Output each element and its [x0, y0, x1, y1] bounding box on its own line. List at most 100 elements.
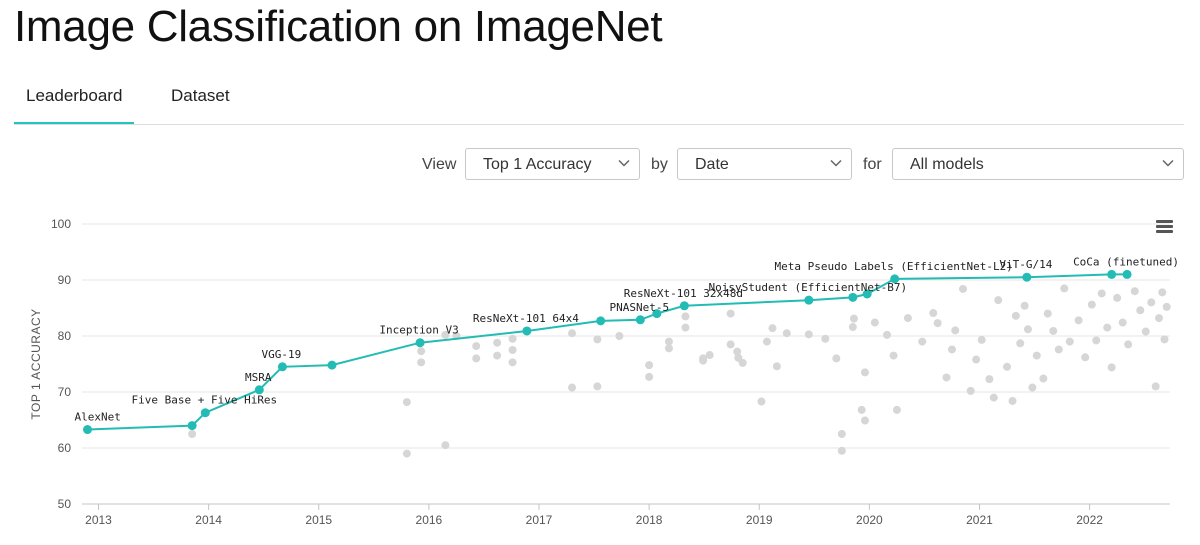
other-model-point[interactable]: [757, 397, 766, 406]
other-model-point[interactable]: [1151, 382, 1160, 391]
tab-leaderboard[interactable]: Leaderboard: [26, 86, 123, 105]
other-model-point[interactable]: [972, 355, 981, 364]
other-model-point[interactable]: [1147, 298, 1156, 307]
sota-point[interactable]: [277, 362, 287, 372]
sota-point[interactable]: [187, 421, 197, 431]
other-model-point[interactable]: [837, 430, 846, 438]
sota-point[interactable]: [652, 309, 662, 319]
other-model-point[interactable]: [870, 318, 879, 327]
other-model-point[interactable]: [1074, 316, 1083, 325]
sota-point[interactable]: [679, 301, 689, 311]
other-model-point[interactable]: [1054, 345, 1063, 354]
other-model-point[interactable]: [821, 334, 830, 343]
other-model-point[interactable]: [664, 337, 673, 346]
other-model-point[interactable]: [1039, 374, 1048, 383]
other-model-point[interactable]: [1124, 340, 1133, 349]
other-model-point[interactable]: [762, 337, 771, 346]
other-model-point[interactable]: [1130, 287, 1139, 296]
other-model-point[interactable]: [699, 356, 708, 365]
other-model-point[interactable]: [1162, 302, 1171, 311]
other-model-point[interactable]: [593, 335, 602, 344]
sota-point[interactable]: [635, 315, 645, 325]
sota-point[interactable]: [890, 274, 900, 284]
other-model-point[interactable]: [472, 342, 481, 351]
sota-point[interactable]: [200, 408, 210, 418]
other-model-point[interactable]: [958, 284, 967, 293]
other-model-point[interactable]: [645, 361, 654, 370]
other-model-point[interactable]: [1118, 318, 1127, 327]
other-model-point[interactable]: [918, 337, 927, 346]
other-model-point[interactable]: [681, 323, 690, 332]
other-model-point[interactable]: [1092, 336, 1101, 345]
other-model-point[interactable]: [848, 323, 857, 332]
other-model-point[interactable]: [188, 430, 197, 438]
other-model-point[interactable]: [1016, 339, 1025, 348]
other-model-point[interactable]: [1103, 323, 1112, 332]
other-model-point[interactable]: [441, 330, 450, 339]
sota-point[interactable]: [254, 385, 264, 395]
other-model-point[interactable]: [726, 340, 735, 349]
model-filter-select[interactable]: All models: [892, 148, 1184, 180]
other-model-point[interactable]: [568, 329, 577, 338]
x-axis-select[interactable]: Date: [677, 148, 852, 180]
sota-point[interactable]: [1122, 269, 1132, 279]
other-model-point[interactable]: [1003, 362, 1012, 371]
other-model-point[interactable]: [942, 373, 951, 382]
other-model-point[interactable]: [860, 416, 869, 425]
other-model-point[interactable]: [568, 383, 577, 392]
metric-select[interactable]: Top 1 Accuracy: [465, 148, 640, 180]
other-model-point[interactable]: [782, 329, 791, 338]
other-model-point[interactable]: [593, 382, 602, 391]
sota-point[interactable]: [862, 289, 872, 299]
hamburger-menu-icon[interactable]: [1156, 220, 1173, 233]
other-model-point[interactable]: [1032, 351, 1041, 360]
other-model-point[interactable]: [966, 386, 975, 395]
other-model-point[interactable]: [832, 354, 841, 363]
other-model-point[interactable]: [645, 372, 654, 381]
other-model-point[interactable]: [402, 449, 411, 458]
other-model-point[interactable]: [417, 358, 426, 367]
sota-point[interactable]: [848, 292, 858, 302]
other-model-point[interactable]: [1049, 326, 1058, 335]
other-model-point[interactable]: [1011, 311, 1020, 320]
other-model-point[interactable]: [882, 330, 891, 339]
other-model-point[interactable]: [1065, 337, 1074, 346]
other-model-point[interactable]: [1141, 327, 1150, 336]
other-model-point[interactable]: [1081, 353, 1090, 362]
other-model-point[interactable]: [402, 398, 411, 407]
other-model-point[interactable]: [441, 441, 450, 450]
other-model-point[interactable]: [772, 362, 781, 371]
tab-dataset[interactable]: Dataset: [171, 86, 230, 105]
other-model-point[interactable]: [1160, 335, 1169, 344]
other-model-point[interactable]: [977, 335, 986, 344]
other-model-point[interactable]: [1020, 301, 1029, 310]
sota-point[interactable]: [596, 316, 606, 326]
other-model-point[interactable]: [508, 346, 517, 354]
other-model-point[interactable]: [1043, 309, 1052, 318]
other-model-point[interactable]: [1023, 325, 1032, 334]
other-model-point[interactable]: [1087, 300, 1096, 309]
other-model-point[interactable]: [903, 314, 912, 323]
other-model-point[interactable]: [1136, 306, 1145, 315]
sota-point[interactable]: [415, 338, 425, 348]
other-model-point[interactable]: [738, 358, 747, 367]
sota-point[interactable]: [327, 360, 337, 370]
other-model-point[interactable]: [664, 344, 673, 353]
other-model-point[interactable]: [768, 324, 777, 333]
other-model-point[interactable]: [493, 351, 502, 360]
other-model-point[interactable]: [1107, 363, 1116, 372]
other-model-point[interactable]: [804, 330, 813, 339]
sota-point[interactable]: [83, 425, 93, 435]
other-model-point[interactable]: [417, 347, 426, 356]
other-model-point[interactable]: [1154, 314, 1163, 323]
other-model-point[interactable]: [1028, 383, 1037, 392]
other-model-point[interactable]: [508, 358, 517, 367]
other-model-point[interactable]: [681, 312, 690, 321]
other-model-point[interactable]: [1060, 284, 1069, 293]
other-model-point[interactable]: [1113, 293, 1122, 302]
other-model-point[interactable]: [929, 309, 938, 318]
other-model-point[interactable]: [892, 405, 901, 414]
other-model-point[interactable]: [615, 332, 624, 340]
sota-point[interactable]: [1107, 269, 1117, 279]
other-model-point[interactable]: [508, 334, 517, 343]
